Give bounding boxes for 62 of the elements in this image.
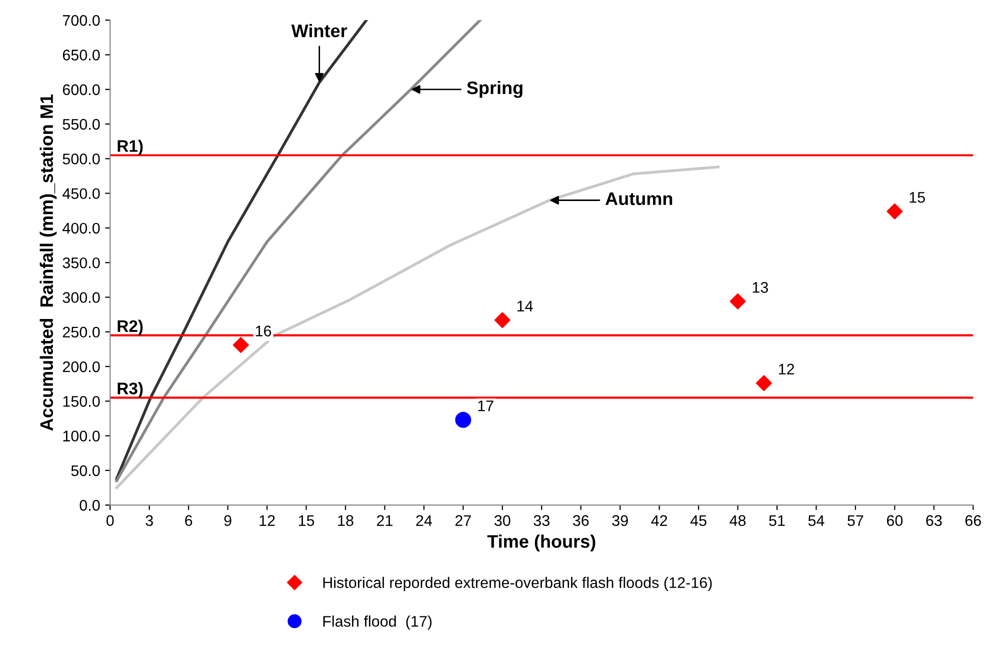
x-tick-label: 15 xyxy=(298,515,314,526)
x-tick-label: 9 xyxy=(224,515,232,526)
annotation: 12 xyxy=(778,364,794,374)
annotation: 14 xyxy=(517,300,533,312)
x-tick-label: 3 xyxy=(146,515,153,526)
x-tick-label: 24 xyxy=(416,515,432,526)
point xyxy=(494,312,510,328)
y-axis-title: Accumulated Rainfall (mm)_station M1 xyxy=(40,94,57,431)
x-tick-label: 30 xyxy=(494,515,510,526)
ref-line-label: R1) xyxy=(118,140,143,156)
y-tick-label: 250.0 xyxy=(62,326,100,338)
ref-line-label: R2) xyxy=(118,320,143,336)
y-tick-label: 150.0 xyxy=(63,396,100,407)
y-tick-label: 400.0 xyxy=(62,222,100,234)
legend-label: Historical reporded extreme-overbank flash floods (12-16) xyxy=(323,576,712,592)
x-tick-label: 45 xyxy=(690,515,706,526)
point xyxy=(730,293,746,310)
annotation: 13 xyxy=(752,282,768,293)
ref-line-label: R3) xyxy=(118,382,143,398)
y-tick-label: 100.0 xyxy=(63,430,100,442)
annotation: Autumn xyxy=(605,192,672,206)
y-tick-label: 0.0 xyxy=(80,500,100,511)
y-tick-label: 450.0 xyxy=(62,188,100,200)
point xyxy=(232,337,249,354)
x-tick-label: 57 xyxy=(848,515,864,526)
y-tick-label: 350.0 xyxy=(62,257,100,268)
x-tick-label: 12 xyxy=(260,515,275,526)
y-tick-label: 500.0 xyxy=(62,154,100,164)
y-tick-label: 200.0 xyxy=(62,361,100,372)
x-tick-label: 33 xyxy=(534,515,550,526)
x-tick-label: 63 xyxy=(926,515,942,526)
y-tick-label: 50.0 xyxy=(71,465,100,476)
point xyxy=(756,375,772,392)
annotation: 16 xyxy=(256,326,272,336)
y-tick-label: 550.0 xyxy=(62,118,100,130)
x-tick-label: 51 xyxy=(769,515,785,526)
x-tick-label: 18 xyxy=(338,515,354,526)
x-tick-label: 66 xyxy=(965,515,981,526)
annotation: 17 xyxy=(478,400,494,412)
line-series xyxy=(115,166,720,490)
annotation: Spring xyxy=(466,80,522,98)
line-series xyxy=(115,20,368,480)
y-tick-label: 700.0 xyxy=(62,15,100,26)
x-tick-label: 54 xyxy=(808,515,824,526)
x-tick-label: 27 xyxy=(455,515,471,526)
annotation: Winter xyxy=(291,24,348,38)
x-tick-label: 48 xyxy=(730,515,746,526)
y-tick-label: 600.0 xyxy=(62,84,100,96)
x-axis-title: Time (hours) xyxy=(487,534,596,552)
x-tick-label: 6 xyxy=(185,515,192,526)
x-tick-label: 42 xyxy=(651,515,668,526)
annotation: 15 xyxy=(910,192,925,203)
x-tick-label: 60 xyxy=(886,515,903,526)
point xyxy=(455,412,472,428)
x-tick-label: 0 xyxy=(106,515,114,526)
x-tick-label: 36 xyxy=(572,515,589,526)
point xyxy=(886,203,903,220)
x-tick-label: 39 xyxy=(612,515,628,526)
x-tick-label: 21 xyxy=(376,515,392,526)
legend-label: Flash flood (17) xyxy=(323,616,432,630)
y-tick-label: 300.0 xyxy=(62,292,100,303)
y-tick-label: 650.0 xyxy=(62,50,100,60)
